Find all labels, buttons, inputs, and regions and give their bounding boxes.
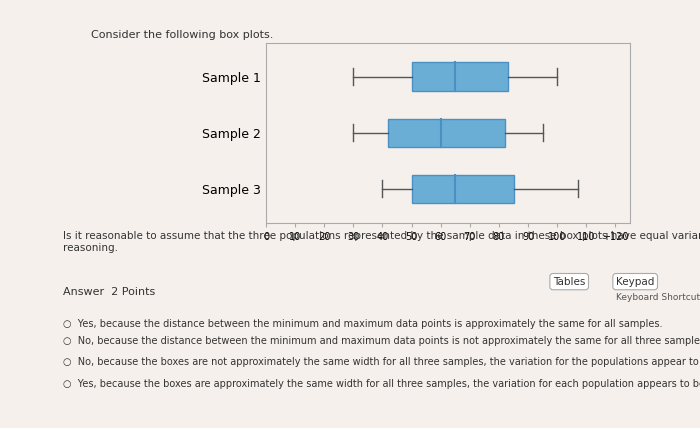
- Text: Tables: Tables: [553, 276, 585, 287]
- Text: Is it reasonable to assume that the three populations represented by the sample : Is it reasonable to assume that the thre…: [63, 231, 700, 253]
- Text: Answer  2 Points: Answer 2 Points: [63, 287, 155, 297]
- Text: ○  No, because the boxes are not approximately the same width for all three samp: ○ No, because the boxes are not approxim…: [63, 357, 700, 367]
- Text: Keyboard Shortcuts: Keyboard Shortcuts: [616, 293, 700, 302]
- FancyBboxPatch shape: [389, 119, 505, 147]
- FancyBboxPatch shape: [412, 62, 508, 91]
- Text: ○  No, because the distance between the minimum and maximum data points is not a: ○ No, because the distance between the m…: [63, 336, 700, 346]
- Text: Keypad: Keypad: [616, 276, 654, 287]
- Text: Consider the following box plots.: Consider the following box plots.: [91, 30, 274, 40]
- Text: ○  Yes, because the boxes are approximately the same width for all three samples: ○ Yes, because the boxes are approximate…: [63, 379, 700, 389]
- Text: ○  Yes, because the distance between the minimum and maximum data points is appr: ○ Yes, because the distance between the …: [63, 319, 662, 329]
- FancyBboxPatch shape: [412, 175, 514, 203]
